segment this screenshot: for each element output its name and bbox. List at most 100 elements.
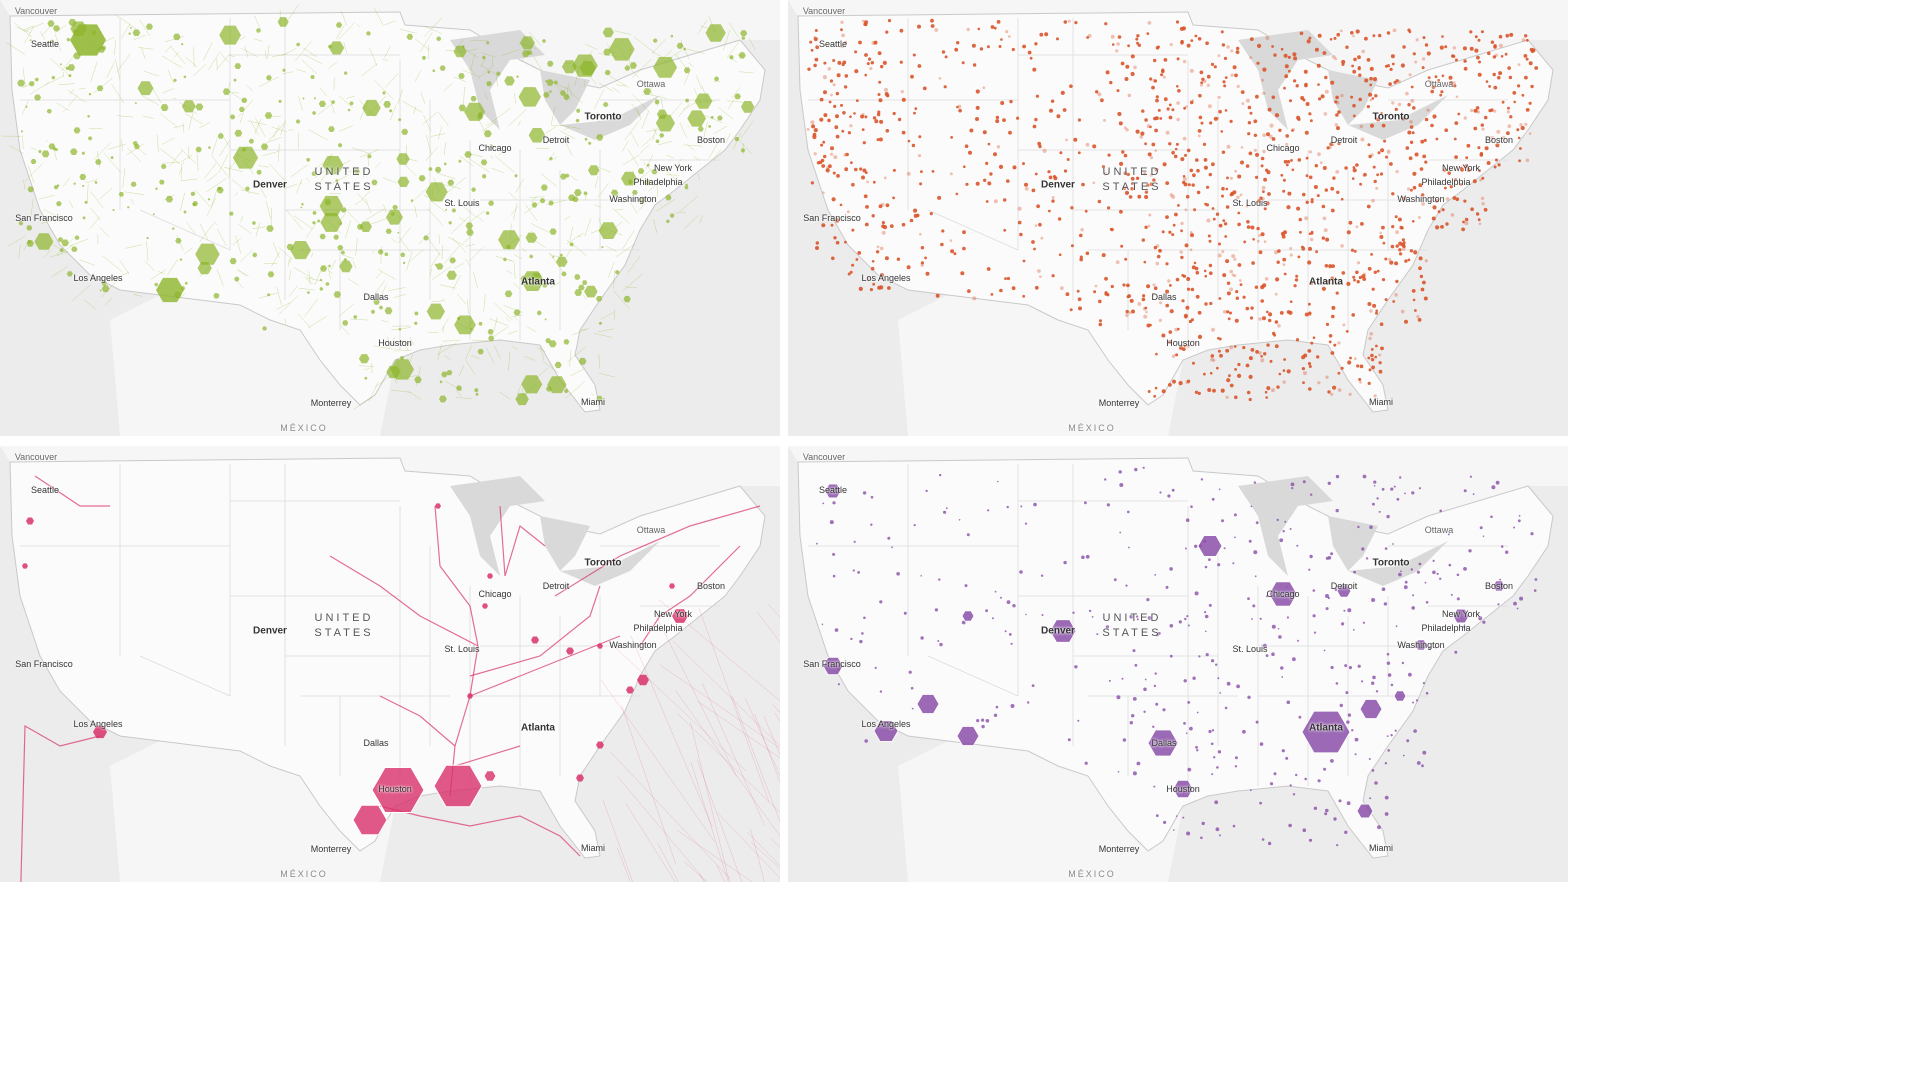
data-point[interactable]: [1250, 505, 1253, 508]
data-point[interactable]: [866, 180, 869, 184]
data-point[interactable]: [1268, 312, 1273, 317]
data-point[interactable]: [1136, 34, 1140, 38]
city-label-san-francisco[interactable]: San Francisco: [15, 659, 73, 669]
data-point[interactable]: [1169, 654, 1173, 658]
city-label-houston[interactable]: Houston: [1166, 784, 1200, 794]
city-label-dallas[interactable]: Dallas: [1151, 738, 1177, 748]
data-point[interactable]: [1375, 309, 1378, 313]
data-point[interactable]: [1498, 71, 1503, 76]
data-point[interactable]: [1426, 51, 1431, 56]
data-point[interactable]: [1411, 289, 1416, 293]
data-point[interactable]: [1205, 41, 1209, 45]
data-hexagon[interactable]: [234, 63, 242, 69]
data-hexagon[interactable]: [29, 39, 32, 42]
data-point[interactable]: [1308, 387, 1312, 391]
data-hexagon[interactable]: [629, 62, 637, 69]
data-point[interactable]: [878, 204, 883, 209]
data-point[interactable]: [1041, 614, 1044, 616]
data-hexagon[interactable]: [549, 157, 553, 161]
data-hexagon[interactable]: [82, 216, 86, 220]
data-point[interactable]: [1034, 224, 1038, 227]
data-point[interactable]: [1248, 539, 1252, 543]
data-point[interactable]: [1214, 800, 1219, 805]
data-point[interactable]: [1444, 128, 1448, 132]
data-point[interactable]: [1390, 487, 1394, 491]
data-point[interactable]: [1233, 513, 1237, 517]
data-point[interactable]: [1161, 389, 1166, 394]
data-point[interactable]: [1152, 283, 1156, 287]
data-point[interactable]: [876, 112, 881, 117]
data-point[interactable]: [835, 240, 840, 245]
data-point[interactable]: [1201, 77, 1205, 82]
data-point[interactable]: [1099, 319, 1102, 323]
data-point[interactable]: [1125, 128, 1129, 132]
data-point[interactable]: [1355, 225, 1359, 229]
data-hexagon[interactable]: [65, 66, 70, 70]
data-point[interactable]: [1232, 190, 1237, 195]
data-point[interactable]: [1464, 164, 1469, 169]
data-hexagon[interactable]: [651, 169, 658, 175]
data-point[interactable]: [1335, 100, 1340, 105]
airport-hexagon[interactable]: [1301, 710, 1351, 754]
data-point[interactable]: [1051, 274, 1055, 278]
data-point[interactable]: [1273, 250, 1279, 255]
data-point[interactable]: [1184, 617, 1187, 621]
data-point[interactable]: [1131, 182, 1134, 186]
data-point[interactable]: [1225, 395, 1229, 399]
city-label-vancouver[interactable]: Vancouver: [802, 6, 846, 16]
data-point[interactable]: [1187, 624, 1190, 627]
data-point[interactable]: [1245, 306, 1250, 311]
data-hexagon[interactable]: [740, 30, 748, 37]
data-hexagon[interactable]: [73, 182, 76, 185]
data-point[interactable]: [1489, 586, 1491, 588]
data-point[interactable]: [1195, 158, 1199, 162]
port-hexagon[interactable]: [576, 774, 584, 782]
data-point[interactable]: [1097, 199, 1102, 204]
data-point[interactable]: [1422, 750, 1427, 755]
data-point[interactable]: [1357, 55, 1361, 60]
data-hexagon[interactable]: [487, 71, 491, 74]
data-point[interactable]: [1413, 729, 1417, 733]
city-label-toronto[interactable]: Toronto: [1372, 557, 1410, 569]
data-point[interactable]: [1264, 390, 1268, 394]
data-point[interactable]: [853, 540, 856, 543]
data-hexagon[interactable]: [488, 335, 495, 342]
data-hexagon[interactable]: [181, 100, 196, 113]
data-point[interactable]: [1260, 355, 1263, 358]
data-point[interactable]: [986, 267, 991, 271]
data-point[interactable]: [1306, 39, 1311, 44]
data-point[interactable]: [1284, 64, 1289, 69]
data-point[interactable]: [1146, 323, 1151, 328]
data-hexagon[interactable]: [456, 385, 462, 391]
data-point[interactable]: [1271, 45, 1274, 48]
data-hexagon[interactable]: [553, 80, 558, 85]
data-point[interactable]: [1198, 115, 1203, 120]
data-point[interactable]: [1010, 704, 1015, 708]
data-point[interactable]: [1194, 34, 1198, 38]
data-point[interactable]: [1147, 21, 1152, 25]
data-point[interactable]: [1330, 351, 1335, 355]
data-point[interactable]: [1135, 129, 1140, 134]
data-hexagon[interactable]: [52, 147, 57, 151]
data-point[interactable]: [1383, 139, 1387, 143]
data-point[interactable]: [900, 90, 904, 94]
data-point[interactable]: [938, 578, 941, 581]
data-hexagon[interactable]: [477, 348, 484, 355]
data-hexagon[interactable]: [300, 206, 303, 209]
data-point[interactable]: [1258, 351, 1262, 355]
data-hexagon[interactable]: [421, 56, 427, 60]
data-point[interactable]: [1295, 274, 1299, 278]
data-hexagon[interactable]: [614, 270, 620, 275]
data-point[interactable]: [1330, 552, 1334, 556]
data-point[interactable]: [1038, 222, 1042, 227]
data-point[interactable]: [1215, 827, 1220, 832]
data-point[interactable]: [813, 37, 818, 42]
data-point[interactable]: [1277, 323, 1281, 328]
data-point[interactable]: [1262, 149, 1266, 154]
data-point[interactable]: [840, 20, 844, 24]
data-point[interactable]: [1143, 260, 1147, 264]
data-point[interactable]: [1463, 66, 1468, 71]
port-hexagon[interactable]: [531, 636, 539, 644]
data-point[interactable]: [1410, 98, 1415, 103]
data-point[interactable]: [862, 491, 867, 495]
